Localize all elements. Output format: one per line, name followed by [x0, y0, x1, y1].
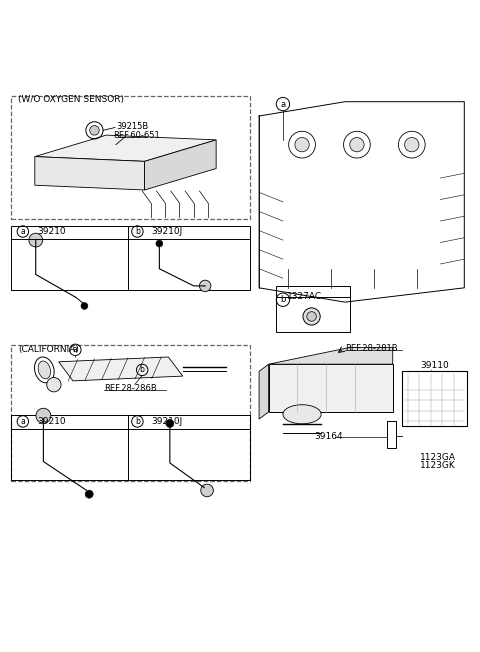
Circle shape: [36, 408, 51, 423]
Circle shape: [90, 126, 99, 135]
Text: 1123GA: 1123GA: [420, 452, 456, 462]
Text: 39210: 39210: [37, 417, 66, 426]
Polygon shape: [35, 156, 144, 190]
Text: 1123GK: 1123GK: [420, 462, 456, 470]
Polygon shape: [35, 135, 216, 161]
Text: a: a: [21, 227, 25, 236]
Text: 39110: 39110: [420, 361, 449, 370]
Circle shape: [81, 303, 88, 310]
Circle shape: [405, 138, 419, 152]
Text: b: b: [135, 227, 140, 236]
Text: b: b: [140, 365, 144, 374]
Text: 39210J: 39210J: [152, 417, 183, 426]
Text: 39210: 39210: [37, 227, 66, 236]
Circle shape: [303, 308, 320, 325]
Circle shape: [85, 490, 93, 498]
Polygon shape: [269, 348, 393, 364]
Text: REF.28-281B: REF.28-281B: [345, 344, 397, 353]
Text: b: b: [280, 295, 286, 304]
Polygon shape: [59, 357, 183, 381]
Circle shape: [295, 138, 309, 152]
Text: 39215B: 39215B: [116, 123, 148, 132]
Text: 39164: 39164: [314, 432, 343, 441]
Text: a: a: [73, 346, 78, 354]
Circle shape: [307, 312, 316, 321]
Text: REF.60-651: REF.60-651: [114, 130, 160, 140]
Polygon shape: [259, 364, 269, 419]
Text: 39210J: 39210J: [152, 227, 183, 236]
Text: a: a: [280, 100, 286, 109]
Ellipse shape: [283, 405, 321, 424]
Text: REF.28-286B: REF.28-286B: [104, 383, 157, 393]
Circle shape: [201, 484, 214, 497]
Circle shape: [199, 280, 211, 291]
Text: (W/O OXYGEN SENSOR): (W/O OXYGEN SENSOR): [18, 95, 124, 104]
Circle shape: [156, 240, 163, 247]
Text: 1327AC: 1327AC: [287, 291, 322, 301]
Text: (CALIFORNIA): (CALIFORNIA): [18, 345, 79, 354]
Circle shape: [29, 233, 43, 247]
Circle shape: [166, 419, 174, 428]
Ellipse shape: [38, 361, 50, 379]
Polygon shape: [144, 140, 216, 190]
Text: b: b: [135, 417, 140, 426]
Polygon shape: [269, 364, 393, 412]
Text: a: a: [21, 417, 25, 426]
Circle shape: [47, 378, 61, 392]
Circle shape: [350, 138, 364, 152]
